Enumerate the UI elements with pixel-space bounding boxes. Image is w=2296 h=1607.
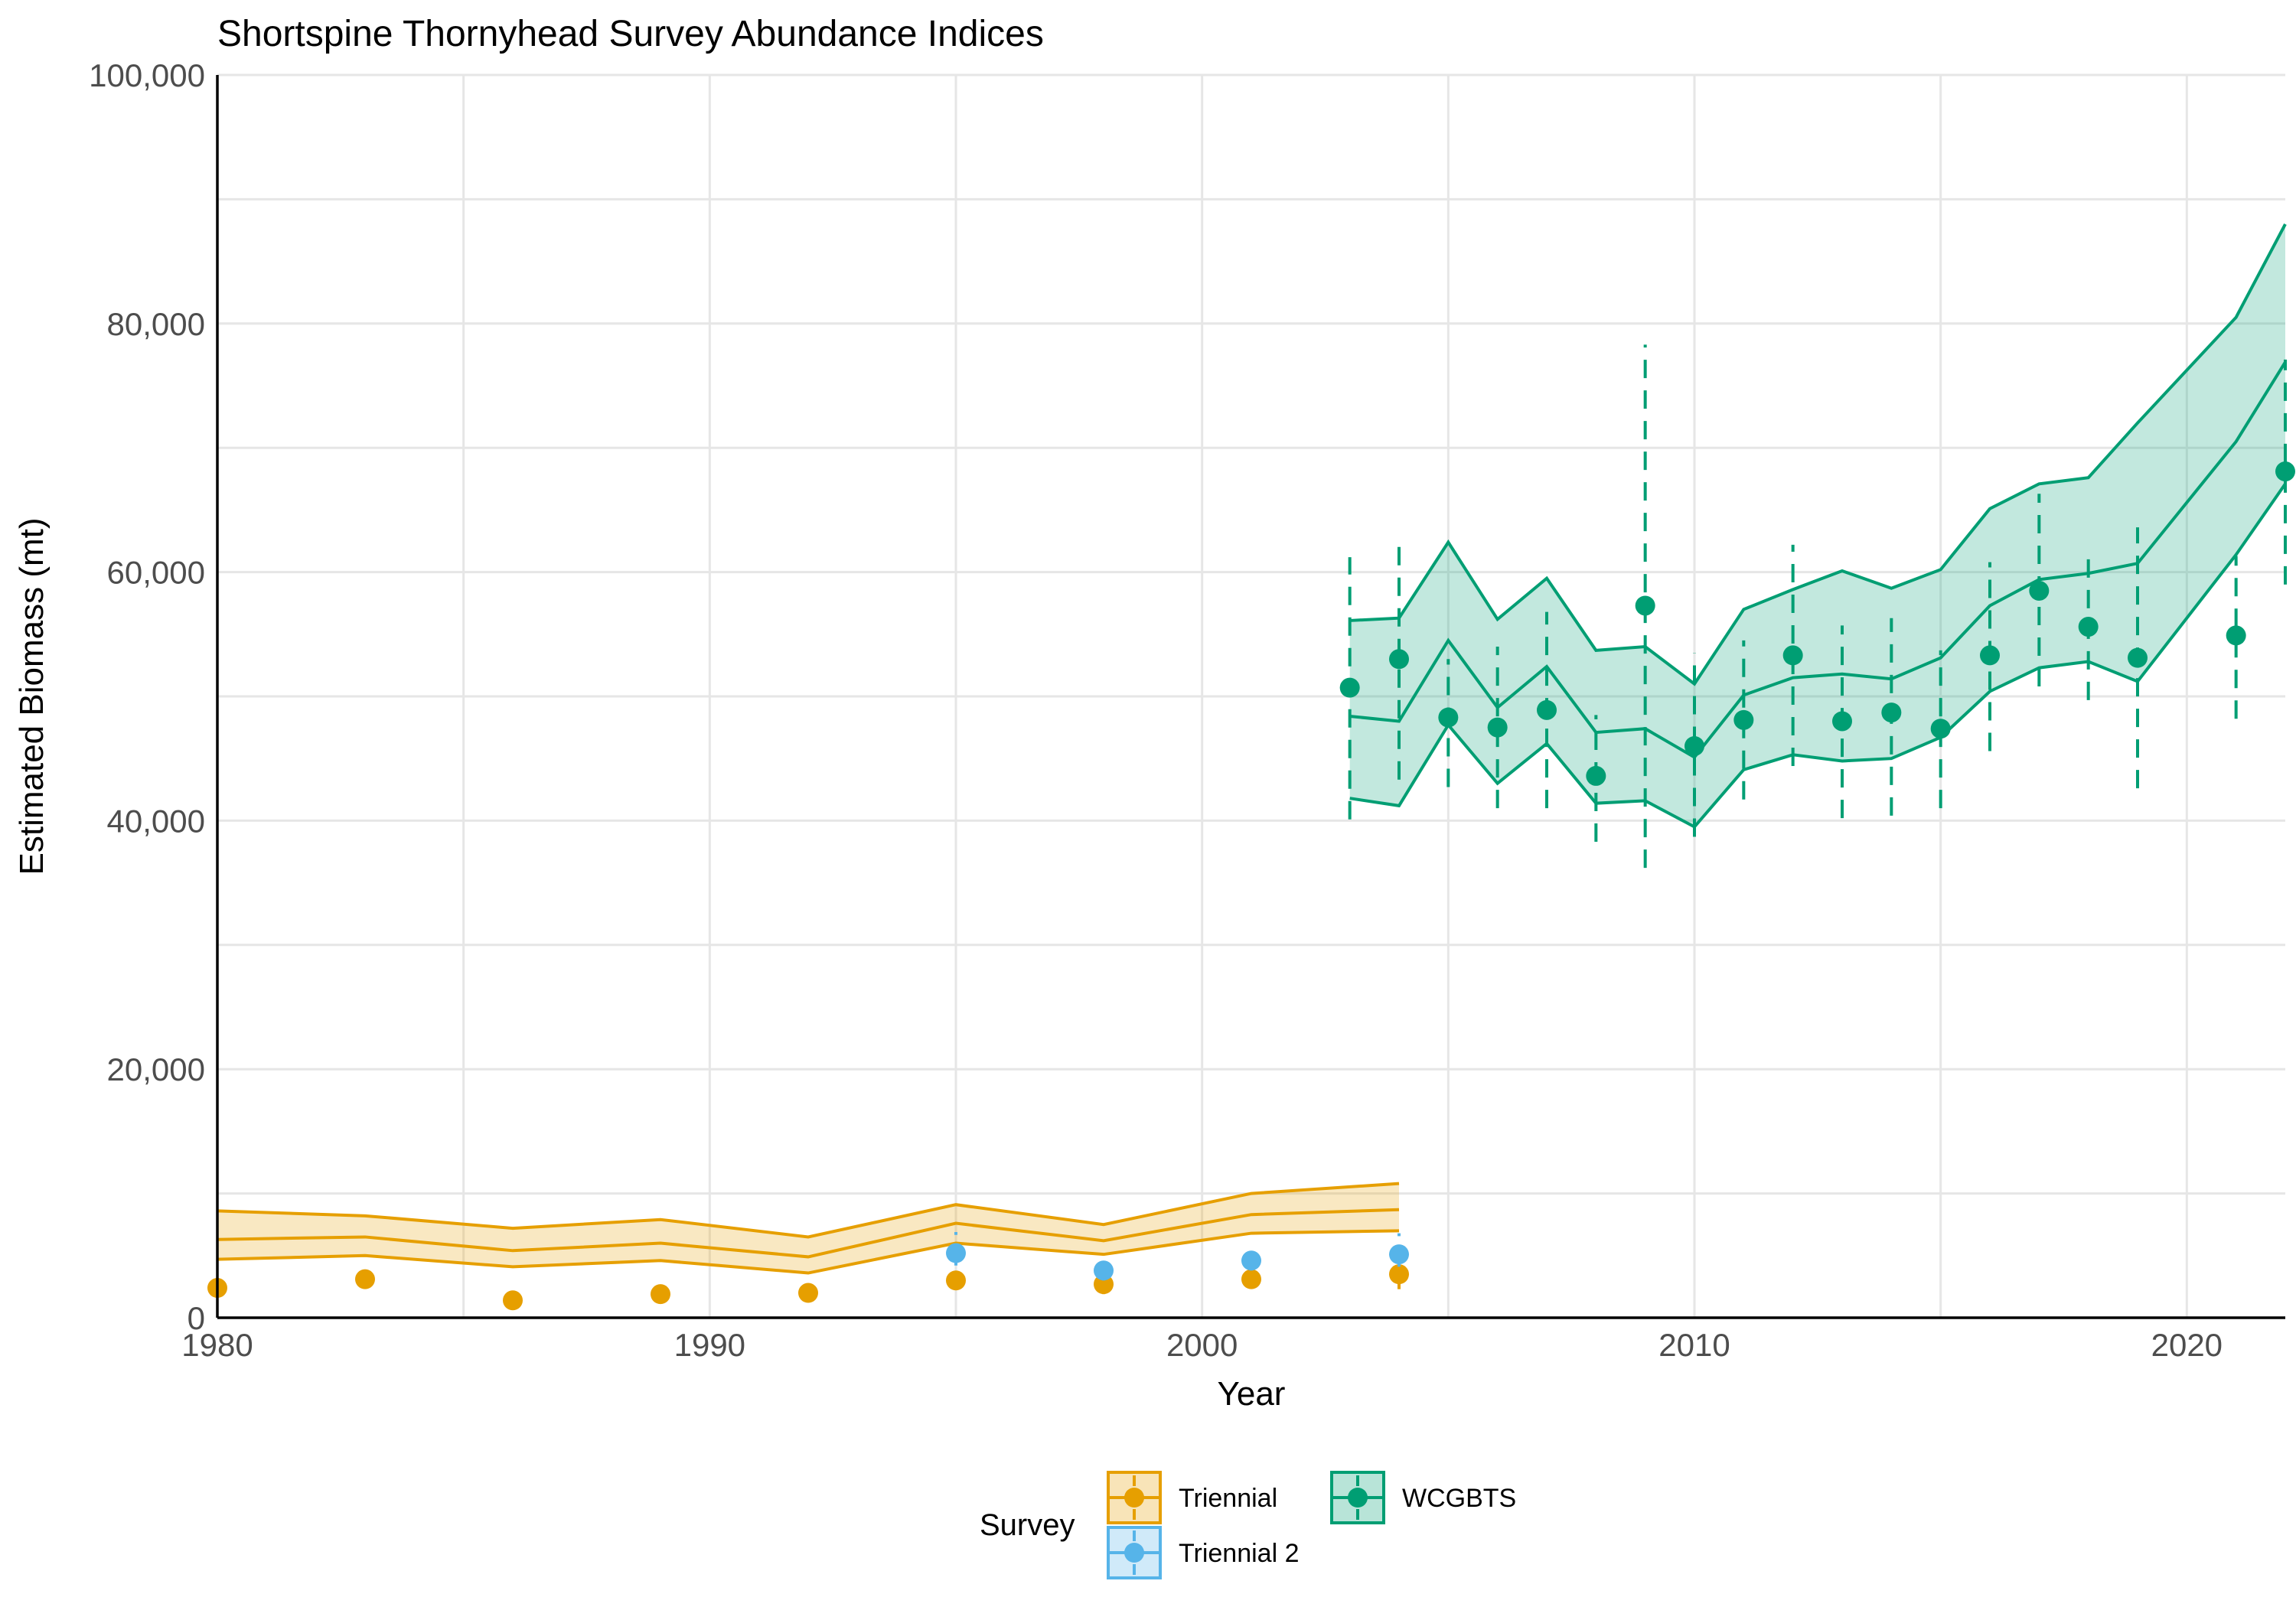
legend-label: WCGBTS (1402, 1484, 1516, 1513)
x-tick-label: 1980 (181, 1327, 253, 1363)
survey-points (207, 344, 2295, 1311)
data-point (2275, 461, 2295, 482)
data-point (798, 1283, 818, 1303)
data-point (503, 1290, 523, 1311)
data-point (1389, 1244, 1409, 1265)
data-point (1980, 645, 2000, 666)
fit-line-lo (217, 1229, 1400, 1275)
y-axis-title: Estimated Biomass (mt) (13, 518, 51, 875)
y-tick-labels: 0 20,000 40,000 60,000 80,000 100,000 (89, 57, 205, 1336)
data-point (1832, 711, 1852, 732)
legend-item: Triennial (1107, 1471, 1277, 1524)
fit-line-hi (217, 1182, 1400, 1239)
legend-label: Triennial (1179, 1484, 1277, 1513)
x-tick-label: 2020 (2151, 1327, 2223, 1363)
legend-key-point (1124, 1543, 1144, 1563)
data-point (1881, 702, 1902, 723)
confidence-band (217, 1183, 1399, 1273)
data-point (2128, 647, 2148, 668)
data-point (1733, 709, 1754, 730)
legend-item: WCGBTS (1330, 1471, 1516, 1524)
x-tick-label: 2000 (1166, 1327, 1238, 1363)
data-point (1094, 1274, 1114, 1295)
data-point (946, 1270, 966, 1291)
data-point (1487, 717, 1508, 738)
y-tick-label: 100,000 (89, 57, 205, 93)
y-tick-label: 80,000 (107, 306, 205, 342)
data-point (1782, 645, 1803, 666)
data-point (1389, 649, 1409, 670)
legend: Survey Triennial Triennial 2 WCGBTS (980, 1471, 1516, 1579)
x-tick-label: 1990 (674, 1327, 745, 1363)
data-point (651, 1284, 670, 1305)
legend-label: Triennial 2 (1179, 1539, 1299, 1568)
y-tick-label: 40,000 (107, 803, 205, 839)
data-point (1339, 677, 1360, 698)
data-point (1684, 735, 1704, 756)
data-point (1094, 1260, 1114, 1281)
y-tick-label: 0 (188, 1300, 205, 1336)
legend-item: Triennial 2 (1107, 1526, 1299, 1579)
confidence-band (1349, 223, 2285, 827)
data-point (1586, 765, 1606, 786)
data-point (1241, 1269, 1261, 1289)
data-point (2078, 617, 2099, 637)
x-tick-labels: 1980 1990 2000 2010 2020 (181, 1327, 2223, 1363)
fitted-bands (217, 223, 2287, 1275)
data-point (1438, 707, 1459, 728)
legend-items: Triennial Triennial 2 WCGBTS (1107, 1471, 1516, 1579)
data-point (1635, 595, 1655, 616)
fit-line-mid (217, 1208, 1400, 1259)
x-tick-label: 2010 (1658, 1327, 1730, 1363)
x-axis-title: Year (1218, 1375, 1286, 1413)
fit-line-hi (1349, 223, 2287, 686)
y-tick-label: 60,000 (107, 555, 205, 591)
data-point (1241, 1250, 1261, 1271)
data-point (2029, 580, 2050, 601)
data-point (355, 1269, 375, 1289)
data-point (1537, 699, 1557, 720)
y-tick-label: 20,000 (107, 1051, 205, 1087)
legend-key-point (1124, 1488, 1144, 1508)
data-point (946, 1243, 966, 1263)
legend-title: Survey (980, 1508, 1075, 1542)
data-point (1930, 719, 1951, 739)
data-point (1389, 1264, 1409, 1285)
data-point (2226, 625, 2246, 646)
legend-key-point (1348, 1488, 1368, 1508)
chart-title: Shortspine Thornyhead Survey Abundance I… (217, 14, 1044, 54)
